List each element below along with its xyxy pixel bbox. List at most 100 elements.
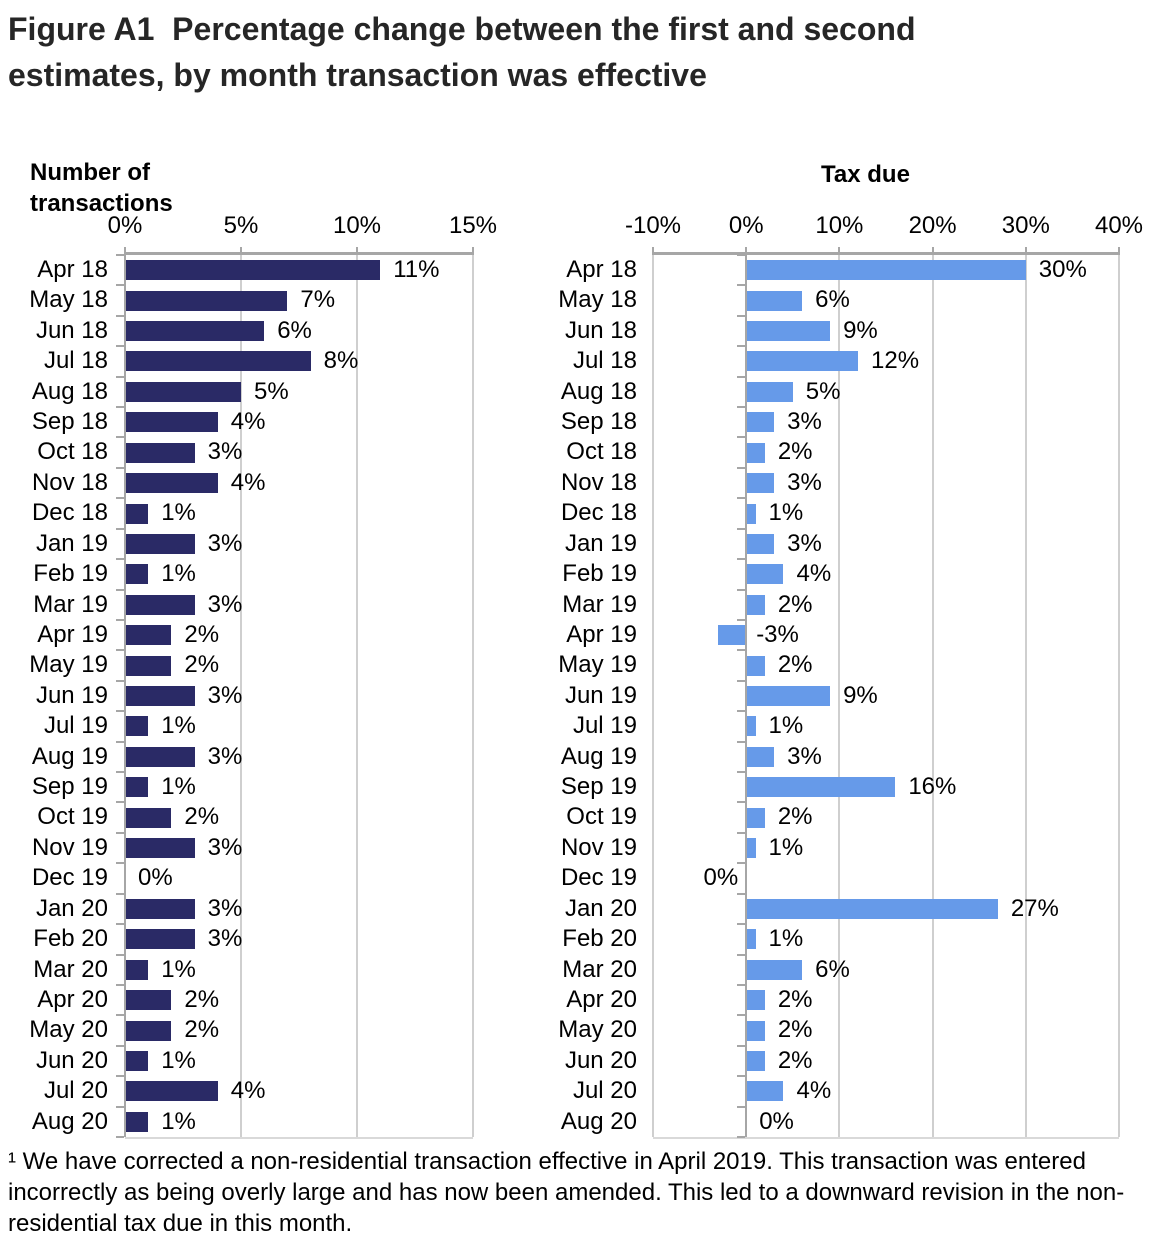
bar xyxy=(746,959,803,980)
category-tick xyxy=(737,345,746,348)
value-label: 7% xyxy=(300,286,336,314)
left-chart-title: Number of transactions xyxy=(30,159,173,217)
gridline xyxy=(356,255,358,1137)
category-label: Feb 19 xyxy=(562,560,637,588)
value-axis-line xyxy=(125,252,473,255)
category-tick xyxy=(737,1014,746,1017)
axis-tick-label: 10% xyxy=(332,212,382,239)
category-tick xyxy=(737,983,746,986)
category-label: Jun 18 xyxy=(35,316,108,344)
bar xyxy=(125,959,149,980)
axis-tick-label: 5% xyxy=(223,212,259,239)
category-label: Sep 19 xyxy=(31,773,108,801)
bar xyxy=(125,290,288,311)
bar xyxy=(125,503,149,524)
category-label: Oct 18 xyxy=(566,438,637,466)
bar xyxy=(746,716,756,737)
category-label: Jul 19 xyxy=(572,712,637,740)
category-label: May 18 xyxy=(558,286,637,314)
axis-tick-label: 0% xyxy=(107,212,143,239)
category-tick xyxy=(116,558,124,561)
category-tick xyxy=(737,831,746,834)
axis-tick xyxy=(472,247,474,255)
category-tick xyxy=(737,375,746,378)
axis-tick xyxy=(356,247,358,255)
plot-bottom-border xyxy=(653,1137,1119,1139)
bar xyxy=(125,533,195,554)
bar xyxy=(125,807,172,828)
category-label: Apr 20 xyxy=(566,985,637,1013)
bar xyxy=(125,1111,149,1132)
value-label: 4% xyxy=(796,560,832,588)
category-tick xyxy=(737,1136,746,1138)
category-label: Mar 20 xyxy=(562,955,637,983)
category-label: Apr 19 xyxy=(566,620,637,648)
category-label: Aug 18 xyxy=(31,377,108,405)
bar xyxy=(746,655,765,676)
category-tick xyxy=(116,284,124,287)
gridline xyxy=(931,255,934,1137)
axis-tick-label: 15% xyxy=(448,212,498,239)
bar xyxy=(125,594,195,615)
value-label: 8% xyxy=(323,347,359,375)
category-tick xyxy=(116,314,124,317)
value-label: 2% xyxy=(777,803,813,831)
value-label: 2% xyxy=(777,985,813,1013)
bar xyxy=(746,442,765,463)
category-label: Aug 19 xyxy=(560,742,637,770)
bar xyxy=(125,655,172,676)
category-label: Dec 19 xyxy=(560,864,637,892)
category-tick xyxy=(116,497,124,500)
axis-tick xyxy=(838,247,841,255)
value-label: 1% xyxy=(161,955,196,983)
axis-tick-label: 10% xyxy=(815,212,864,239)
category-tick xyxy=(737,436,746,439)
value-label: 6% xyxy=(815,286,850,314)
category-label: Feb 20 xyxy=(562,925,637,953)
axis-tick xyxy=(1024,247,1027,255)
category-tick xyxy=(116,892,124,895)
category-label: Oct 19 xyxy=(566,803,637,831)
value-label: 1% xyxy=(768,833,804,861)
value-label: 5% xyxy=(254,377,289,405)
value-label: 12% xyxy=(871,347,920,375)
category-tick xyxy=(116,679,124,682)
category-label: Feb 20 xyxy=(33,925,108,953)
gridline xyxy=(1118,255,1120,1137)
value-label: 0% xyxy=(759,1107,794,1135)
category-label: Nov 18 xyxy=(31,468,108,496)
category-label: Jul 18 xyxy=(572,347,637,375)
bar xyxy=(746,1050,765,1071)
value-label: 4% xyxy=(230,468,266,496)
value-label: 3% xyxy=(207,529,243,557)
category-tick xyxy=(116,710,124,713)
category-tick xyxy=(737,892,746,895)
category-tick xyxy=(116,1014,124,1017)
value-label: 3% xyxy=(207,925,243,953)
bar xyxy=(746,929,756,950)
category-tick xyxy=(737,710,746,713)
category-tick xyxy=(116,1075,124,1078)
bar xyxy=(746,564,784,585)
value-label: 3% xyxy=(787,468,822,496)
value-label: 1% xyxy=(161,1107,196,1135)
bar xyxy=(746,503,756,524)
bar xyxy=(746,321,831,342)
category-label: Mar 19 xyxy=(562,590,637,618)
gridline xyxy=(838,255,841,1137)
category-label: Apr 18 xyxy=(37,256,108,283)
bar xyxy=(746,777,896,798)
value-label: 2% xyxy=(184,651,220,679)
value-label: -3% xyxy=(756,620,799,648)
category-label: Aug 18 xyxy=(560,377,637,405)
category-tick xyxy=(116,345,124,348)
bar xyxy=(746,686,831,706)
category-tick xyxy=(737,1105,746,1108)
category-tick xyxy=(737,618,746,621)
bar xyxy=(746,990,765,1011)
value-label: 2% xyxy=(777,651,813,679)
bar xyxy=(746,838,756,859)
value-label: 3% xyxy=(207,590,243,618)
